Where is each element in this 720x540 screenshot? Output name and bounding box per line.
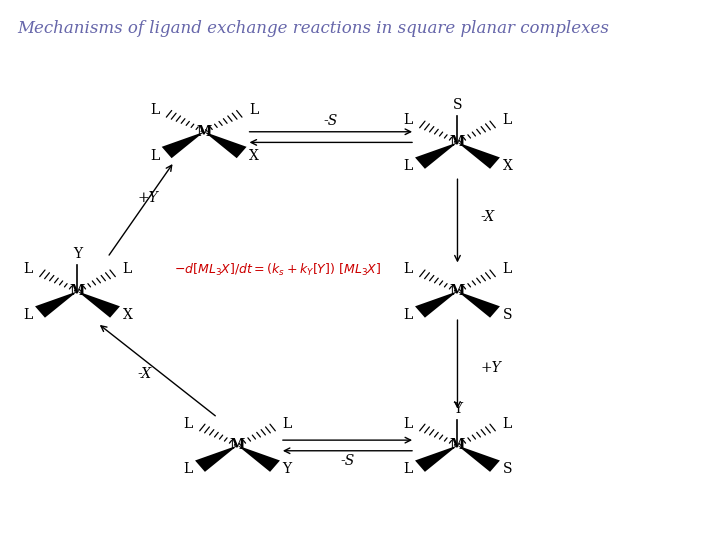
- Polygon shape: [415, 143, 457, 169]
- Polygon shape: [162, 132, 204, 158]
- Text: L: L: [150, 148, 159, 163]
- Text: X: X: [122, 308, 132, 322]
- Polygon shape: [204, 132, 246, 158]
- Polygon shape: [415, 291, 457, 318]
- Text: M: M: [450, 284, 465, 298]
- Text: M: M: [450, 136, 465, 150]
- Polygon shape: [457, 143, 500, 169]
- Text: X: X: [503, 159, 513, 173]
- Text: L: L: [503, 113, 512, 127]
- Text: X: X: [249, 148, 259, 163]
- Text: Y: Y: [453, 402, 462, 416]
- Text: L: L: [403, 113, 413, 127]
- Text: L: L: [184, 416, 192, 430]
- Polygon shape: [195, 446, 238, 472]
- Text: $-d[ML_3X]/dt = (k_s + k_Y[Y])\ [ML_3X]$: $-d[ML_3X]/dt = (k_s + k_Y[Y])\ [ML_3X]$: [174, 262, 381, 278]
- Polygon shape: [457, 446, 500, 472]
- Text: +Y: +Y: [137, 191, 158, 205]
- Text: L: L: [122, 262, 132, 276]
- Text: M: M: [70, 284, 85, 298]
- Text: L: L: [150, 103, 159, 117]
- Text: -X: -X: [137, 367, 151, 381]
- Text: L: L: [403, 159, 413, 173]
- Text: S: S: [503, 462, 512, 476]
- Text: -S: -S: [341, 454, 355, 468]
- Polygon shape: [457, 291, 500, 318]
- Text: M: M: [230, 438, 246, 453]
- Text: L: L: [282, 416, 292, 430]
- Text: -S: -S: [324, 114, 338, 128]
- Text: -X: -X: [480, 210, 495, 224]
- Polygon shape: [35, 291, 78, 318]
- Text: L: L: [23, 308, 32, 322]
- Text: L: L: [503, 262, 512, 276]
- Text: L: L: [249, 103, 258, 117]
- Text: L: L: [184, 462, 192, 476]
- Text: S: S: [453, 98, 462, 112]
- Text: L: L: [403, 416, 413, 430]
- Text: L: L: [503, 416, 512, 430]
- Text: S: S: [503, 308, 512, 322]
- Text: L: L: [403, 462, 413, 476]
- Text: Mechanisms of ligand exchange reactions in square planar complexes: Mechanisms of ligand exchange reactions …: [17, 20, 609, 37]
- Text: M: M: [197, 125, 212, 139]
- Polygon shape: [415, 446, 457, 472]
- Text: Y: Y: [73, 247, 82, 261]
- Text: +Y: +Y: [480, 361, 501, 375]
- Polygon shape: [78, 291, 120, 318]
- Text: M: M: [450, 438, 465, 453]
- Polygon shape: [238, 446, 280, 472]
- Text: L: L: [403, 262, 413, 276]
- Text: L: L: [23, 262, 32, 276]
- Text: L: L: [403, 308, 413, 322]
- Text: Y: Y: [282, 462, 292, 476]
